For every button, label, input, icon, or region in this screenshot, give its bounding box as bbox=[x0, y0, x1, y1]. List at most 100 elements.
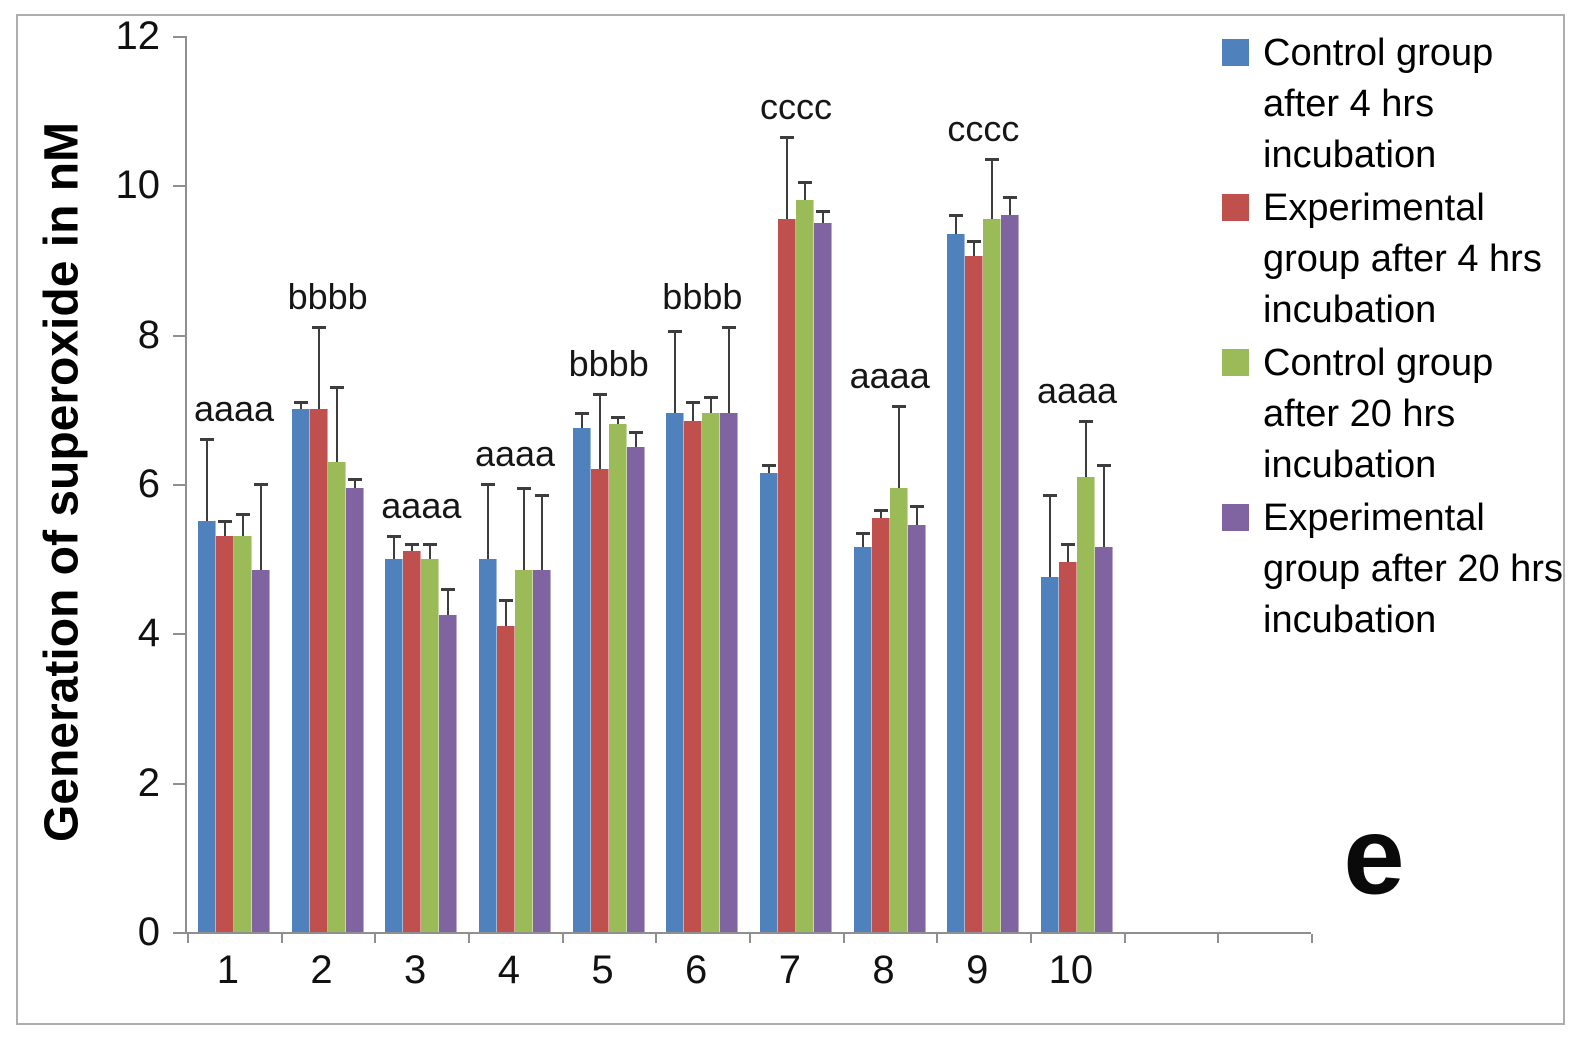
error-bar-cap bbox=[610, 415, 625, 419]
bar bbox=[666, 413, 685, 932]
group-annotation: aaaa bbox=[193, 388, 275, 430]
group-annotation: cccc bbox=[947, 108, 1020, 150]
error-bar-cap bbox=[780, 135, 795, 139]
error-bar-cap bbox=[798, 180, 813, 184]
legend-item: Control group after 20 hrs incubation bbox=[1222, 338, 1570, 491]
error-bar-cap bbox=[686, 400, 701, 404]
group-annotation: cccc bbox=[760, 85, 833, 127]
error-bar-cap bbox=[1043, 494, 1058, 498]
error-bar-cap bbox=[387, 535, 402, 539]
y-axis-line bbox=[185, 36, 187, 934]
error-bar-cap bbox=[592, 393, 607, 397]
bar bbox=[479, 558, 497, 932]
bar bbox=[1001, 215, 1020, 932]
bar bbox=[814, 222, 833, 932]
bar bbox=[252, 569, 270, 932]
x-axis-category-label: 10 bbox=[1048, 948, 1094, 992]
error-bar bbox=[487, 484, 489, 559]
error-bar bbox=[598, 394, 601, 470]
error-bar bbox=[991, 159, 994, 219]
x-axis-tick bbox=[1311, 934, 1314, 943]
error-bar bbox=[447, 588, 450, 615]
y-axis-tick bbox=[173, 782, 185, 785]
group-annotation: aaaa bbox=[849, 354, 930, 396]
group-annotation: aaaa bbox=[1036, 369, 1118, 411]
bar bbox=[1059, 562, 1078, 932]
legend-label: Experimental group after 20 hrs incubati… bbox=[1263, 497, 1563, 641]
error-bar bbox=[242, 513, 244, 537]
x-axis-tick bbox=[842, 934, 845, 943]
bar bbox=[608, 424, 627, 932]
bar bbox=[291, 409, 310, 932]
x-axis-tick bbox=[561, 934, 564, 943]
error-bar bbox=[768, 465, 771, 473]
x-axis-tick bbox=[1030, 934, 1033, 943]
error-bar bbox=[523, 487, 525, 570]
y-axis-tick-label: 12 bbox=[115, 14, 161, 58]
bar bbox=[702, 413, 721, 932]
x-axis-category-label: 3 bbox=[404, 948, 427, 992]
error-bar-cap bbox=[891, 404, 906, 408]
error-bar-cap bbox=[873, 509, 888, 513]
error-bar-cap bbox=[236, 512, 250, 516]
bar bbox=[684, 420, 703, 932]
group-annotation: bbbb bbox=[287, 276, 368, 318]
error-bar-cap bbox=[855, 531, 870, 535]
error-bar-cap bbox=[293, 400, 308, 404]
y-axis-tick-label: 10 bbox=[115, 163, 161, 208]
x-axis-line bbox=[185, 932, 1311, 934]
error-bar bbox=[580, 413, 583, 428]
x-axis-category-label: 8 bbox=[872, 948, 895, 992]
x-axis-category-label: 1 bbox=[216, 948, 239, 992]
x-axis-category-label: 6 bbox=[685, 948, 708, 992]
error-bar-cap bbox=[1097, 464, 1112, 468]
y-axis-tick-label: 0 bbox=[137, 910, 160, 954]
error-bar-cap bbox=[329, 385, 344, 389]
legend-swatch bbox=[1222, 504, 1249, 531]
error-bar-cap bbox=[574, 412, 589, 416]
bar bbox=[907, 525, 926, 932]
bar bbox=[720, 413, 739, 932]
bar bbox=[327, 461, 346, 932]
bar bbox=[515, 569, 533, 932]
error-bar bbox=[260, 484, 262, 570]
error-bar-cap bbox=[985, 158, 1000, 162]
bar bbox=[385, 558, 404, 932]
x-axis-category-label: 2 bbox=[310, 948, 333, 992]
bar bbox=[947, 233, 966, 932]
y-axis-tick-label: 8 bbox=[137, 312, 160, 357]
error-bar-cap bbox=[816, 210, 831, 214]
error-bar-cap bbox=[909, 505, 924, 509]
error-bar bbox=[897, 405, 900, 488]
bar bbox=[572, 428, 591, 932]
x-axis-category-label: 7 bbox=[778, 948, 801, 992]
error-bar bbox=[915, 506, 918, 526]
bar bbox=[760, 472, 779, 932]
error-bar-cap bbox=[668, 329, 683, 333]
error-bar-cap bbox=[254, 483, 268, 486]
bar bbox=[497, 625, 515, 932]
error-bar-cap bbox=[405, 542, 420, 546]
error-bar bbox=[411, 543, 414, 552]
bar bbox=[983, 218, 1002, 932]
error-bar bbox=[299, 401, 302, 410]
legend-label: Control group after 20 hrs incubation bbox=[1263, 342, 1494, 486]
error-bar-cap bbox=[200, 438, 214, 442]
x-axis-category-label: 5 bbox=[591, 948, 614, 992]
x-axis-tick bbox=[280, 934, 283, 943]
x-axis-category-label: 9 bbox=[966, 948, 989, 992]
bar bbox=[871, 517, 890, 932]
legend-label: Experimental group after 4 hrs incubatio… bbox=[1263, 187, 1542, 331]
error-bar bbox=[616, 416, 619, 425]
error-bar bbox=[973, 241, 976, 257]
group-annotation: bbbb bbox=[568, 343, 649, 385]
error-bar bbox=[822, 211, 825, 223]
group-annotation: aaaa bbox=[474, 433, 556, 474]
y-axis-tick bbox=[173, 334, 185, 337]
error-bar-cap bbox=[218, 520, 232, 524]
y-axis-tick-label: 2 bbox=[137, 760, 160, 805]
error-bar-cap bbox=[535, 494, 549, 498]
error-bar bbox=[879, 510, 882, 518]
